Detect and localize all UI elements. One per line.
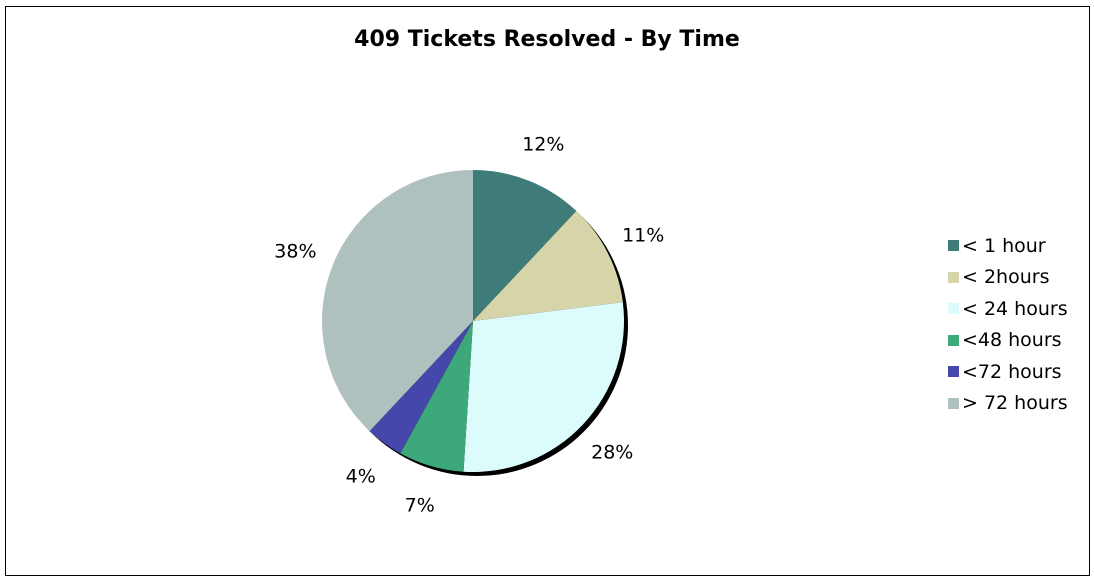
legend-label: <48 hours [962,329,1062,352]
pie-slice-label: 7% [405,494,435,516]
legend-item: <48 hours [948,325,1068,357]
legend-swatch [948,271,959,283]
legend-label: <72 hours [962,360,1062,383]
legend-item: < 24 hours [948,293,1068,325]
legend-item: > 72 hours [948,388,1068,420]
pie-slice-label: 12% [522,133,564,155]
pie-slice-label: 4% [346,466,376,488]
legend-swatch [948,303,959,315]
legend-swatch [948,366,959,378]
legend-swatch [948,397,959,409]
pie-slice [473,170,577,321]
pie-slice-label: 38% [274,241,316,263]
chart-legend: < 1 hour < 2hours < 24 hours <48 hours <72 h… [948,230,1068,419]
pie-slice [322,170,473,432]
legend-item: <72 hours [948,356,1068,388]
legend-swatch [948,334,959,346]
legend-swatch [948,240,959,252]
pie-slice [369,321,473,454]
chart-title: 409 Tickets Resolved - By Time [354,27,740,52]
legend-label: > 72 hours [962,392,1068,415]
legend-item: < 1 hour [948,230,1068,262]
pie-slice-label: 28% [591,442,633,464]
pie-slice-label: 11% [622,224,664,246]
legend-label: < 24 hours [962,297,1068,320]
pie-slice [463,302,624,472]
legend-item: < 2hours [948,262,1068,294]
legend-label: < 2hours [962,266,1050,289]
pie-slice [400,321,473,472]
legend-label: < 1 hour [962,234,1046,257]
pie-slice [473,210,623,321]
